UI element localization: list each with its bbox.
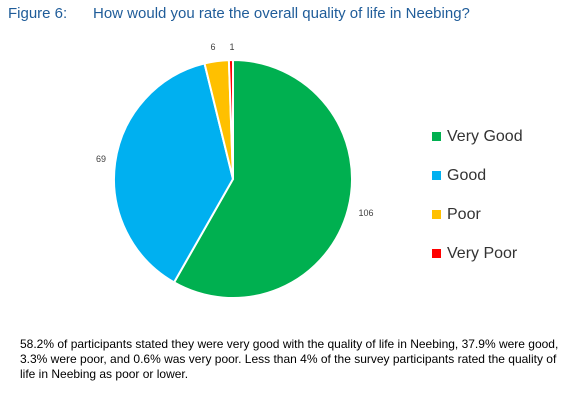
- legend-swatch-very-poor: [432, 249, 441, 258]
- legend-item-very-poor: Very Poor: [432, 234, 523, 273]
- legend-item-very-good: Very Good: [432, 117, 523, 156]
- data-label-good: 69: [96, 154, 106, 164]
- pie-slice-very-good: [172, 58, 353, 299]
- data-label-very-poor: 1: [229, 42, 234, 52]
- legend-item-poor: Poor: [432, 195, 523, 234]
- legend-swatch-good: [432, 171, 441, 180]
- pie-slice-good: [113, 62, 235, 284]
- figure-title: How would you rate the overall quality o…: [93, 5, 470, 22]
- legend-label-very-poor: Very Poor: [447, 244, 518, 262]
- chart-legend: Very Good Good Poor Very Poor: [432, 117, 523, 273]
- legend-swatch-poor: [432, 210, 441, 219]
- data-label-very-good: 106: [358, 208, 373, 218]
- figure-header: Figure 6: How would you rate the overall …: [8, 5, 470, 22]
- data-label-poor: 6: [210, 42, 215, 52]
- figure-number: Figure 6:: [8, 5, 68, 22]
- pie-slice-very-poor: [227, 58, 234, 180]
- figure-caption: 58.2% of participants stated they were v…: [20, 337, 559, 381]
- legend-label-very-good: Very Good: [447, 127, 523, 145]
- legend-label-good: Good: [447, 166, 487, 184]
- legend-swatch-very-good: [432, 132, 441, 141]
- legend-label-poor: Poor: [447, 205, 481, 223]
- legend-item-good: Good: [432, 156, 523, 195]
